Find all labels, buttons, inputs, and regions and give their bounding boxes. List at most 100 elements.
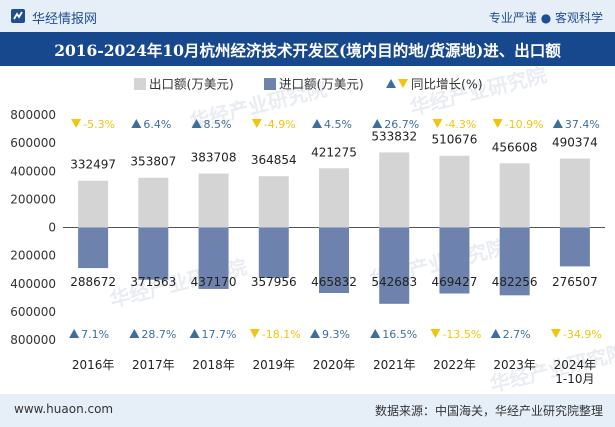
import-value-label: 437170 [191, 275, 237, 289]
x-tick-label: 2019年 [253, 358, 296, 372]
export-growth-up-icon [372, 119, 383, 128]
export-growth-label: -4.3% [444, 118, 476, 131]
export-value-label: 364854 [251, 153, 297, 167]
import-growth-down-icon [550, 329, 561, 338]
import-growth-down-icon [249, 329, 260, 338]
export-value-label: 332497 [70, 158, 116, 172]
export-bar [319, 168, 349, 228]
import-bar [379, 227, 410, 304]
export-bar [559, 158, 590, 228]
watermark-2: 华经产业研究院 [407, 66, 549, 120]
chart-title: 2016-2024年10月杭州经济技术开发区(境内目的地/货源地)进、出口额 [54, 41, 561, 60]
y-tick-label: 600000 [10, 136, 56, 150]
y-tick-label: 800000 [10, 333, 56, 347]
x-tick-label: 1-10月 [555, 372, 594, 386]
import-growth-label: 28.7% [141, 328, 176, 341]
import-bar [439, 227, 470, 294]
export-growth-down-icon [71, 119, 82, 128]
import-growth-label: 2.7% [503, 328, 531, 341]
export-growth-up-icon [552, 119, 563, 128]
export-growth-label: 26.7% [384, 118, 419, 131]
export-value-label: 510676 [432, 133, 478, 147]
legend-up-icon [386, 79, 396, 88]
export-bar [499, 163, 530, 228]
import-growth-label: -34.9% [563, 328, 602, 341]
x-tick-label: 2021年 [373, 358, 416, 372]
export-bar [138, 177, 169, 228]
x-tick-label: 2017年 [132, 358, 175, 372]
legend-import-label: 进口额(万美元) [279, 77, 364, 92]
import-growth-label: 17.7% [202, 328, 237, 341]
export-growth-up-icon [312, 119, 322, 128]
import-bar [499, 227, 530, 296]
y-tick-label: 400000 [10, 277, 56, 291]
x-tick-label: 2024年 [554, 358, 597, 372]
import-bar [319, 227, 349, 294]
import-bar [559, 227, 590, 267]
import-bar [78, 227, 109, 269]
legend-growth-label: 同比增长(%) [411, 77, 483, 92]
footer: www.huaon.com 数据来源：中国海关，华经产业研究院整理 [0, 394, 615, 427]
import-value-label: 465832 [311, 275, 357, 289]
export-value-label: 533832 [371, 129, 417, 143]
export-value-label: 456608 [492, 140, 538, 154]
export-growth-label: -10.9% [505, 118, 544, 131]
x-tick-label: 2022年 [433, 358, 476, 372]
import-growth-label: 9.3% [322, 328, 350, 341]
export-growth-label: -4.9% [264, 118, 296, 131]
y-tick-label: 200000 [10, 249, 56, 263]
import-growth-up-icon [129, 329, 140, 338]
export-growth-up-icon [191, 119, 202, 128]
export-bar [258, 176, 289, 228]
import-growth-label: -13.5% [442, 328, 481, 341]
import-growth-up-icon [310, 329, 320, 338]
import-growth-down-icon [430, 329, 441, 338]
import-value-label: 482256 [492, 275, 538, 289]
legend-import-swatch [264, 78, 276, 90]
export-growth-down-icon [251, 119, 262, 128]
export-value-label: 353807 [130, 155, 176, 169]
import-growth-up-icon [370, 329, 381, 338]
export-value-label: 383708 [191, 151, 237, 165]
legend-down-icon [398, 79, 408, 88]
export-growth-label: 37.4% [565, 118, 600, 131]
import-bar [198, 227, 229, 289]
export-value-label: 490374 [552, 136, 598, 150]
export-bar [379, 152, 410, 228]
export-bar [439, 155, 470, 228]
y-tick-label: 600000 [10, 305, 56, 319]
y-tick-label: 800000 [10, 108, 56, 122]
export-growth-up-icon [131, 119, 142, 128]
export-growth-label: 6.4% [143, 118, 171, 131]
site-name: 华经情报网 [32, 12, 98, 27]
import-growth-label: -18.1% [262, 328, 301, 341]
import-value-label: 288672 [70, 275, 116, 289]
import-growth-up-icon [69, 329, 80, 338]
footer-url: www.huaon.com [14, 402, 114, 416]
import-growth-label: 7.1% [81, 328, 109, 341]
footer-source: 数据来源：中国海关，华经产业研究院整理 [374, 404, 603, 418]
import-value-label: 542683 [371, 275, 417, 289]
import-value-label: 469427 [432, 275, 478, 289]
y-tick-label: 200000 [10, 192, 56, 206]
export-growth-down-icon [492, 119, 503, 128]
export-value-label: 421275 [311, 145, 357, 159]
export-growth-label: 8.5% [204, 118, 232, 131]
export-growth-down-icon [432, 119, 443, 128]
export-bar [78, 180, 109, 228]
import-growth-up-icon [189, 329, 200, 338]
y-tick-label: 0 [48, 221, 56, 235]
import-bar [138, 227, 169, 280]
slogan: 专业严谨 ● 客观科学 [488, 11, 603, 25]
top-bar: 华经情报网 专业严谨 ● 客观科学 [0, 0, 615, 32]
y-tick-label: 400000 [10, 164, 56, 178]
export-bar [198, 173, 229, 228]
import-value-label: 357956 [251, 275, 297, 289]
export-growth-label: -5.3% [83, 118, 115, 131]
logo-icon [11, 9, 25, 23]
export-growth-label: 4.5% [324, 118, 352, 131]
title-bar: 2016-2024年10月杭州经济技术开发区(境内目的地/货源地)进、出口额 [0, 32, 615, 66]
import-growth-label: 16.5% [382, 328, 417, 341]
